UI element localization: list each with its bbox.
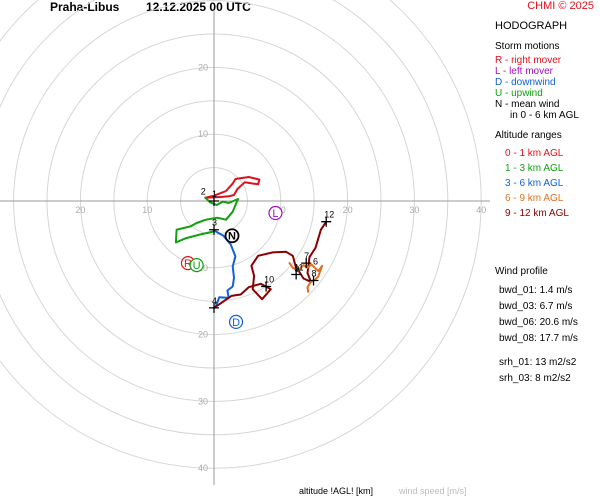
height-marker: [209, 302, 219, 313]
altitude-ranges-title: Altitude ranges: [495, 130, 562, 141]
storm-motion-label: N: [228, 231, 236, 243]
hodograph-segment: [288, 262, 324, 293]
legend-title: HODOGRAPH: [495, 20, 568, 32]
height-label: 4: [212, 296, 217, 306]
hodograph-plot: 20101020304020101020304013410117812296NL…: [0, 0, 490, 485]
y-tick-label: 30: [198, 396, 208, 406]
storm-item: U - upwind: [495, 88, 543, 99]
x-tick-label: 30: [409, 205, 419, 215]
hodograph-segment: [213, 220, 328, 309]
alt-item: 0 - 1 km AGL: [505, 148, 564, 159]
height-marker: [209, 196, 219, 206]
hodograph-segment: [204, 176, 261, 199]
copyright: CHMI © 2025: [527, 0, 594, 12]
storm-item: L - left mover: [495, 66, 553, 77]
storm-motion-label: U: [193, 260, 201, 272]
x-tick-label: 10: [142, 205, 152, 215]
height-label: 11: [294, 262, 303, 272]
srh-item: srh_01: 13 m2/s2: [499, 357, 577, 368]
height-label: 12: [324, 210, 334, 220]
speed-unit-label: wind speed [m/s]: [399, 486, 467, 496]
storm-motion-marker: [224, 228, 240, 244]
x-tick-label: 20: [75, 205, 85, 215]
hodograph-segment: [213, 230, 237, 309]
height-label: 2: [201, 186, 206, 196]
height-label: 1: [212, 189, 217, 199]
altitude-ranges-list: 0 - 1 km AGL 1 - 3 km AGL 3 - 6 km AGL 6 - …: [495, 148, 579, 219]
station-name: Praha-Libus: [50, 0, 120, 14]
height-marker: [291, 269, 302, 280]
alt-item: 9 - 12 km AGL: [505, 208, 569, 219]
height-marker: [308, 275, 319, 286]
altitude-unit-label: altitude !AGL! [km]: [299, 486, 374, 496]
alt-item: 3 - 6 km AGL: [505, 178, 564, 189]
srh-item: srh_03: 8 m2/s2: [499, 373, 571, 384]
height-label: 10: [264, 275, 274, 285]
height-marker: [321, 216, 332, 227]
hodograph-segment: [174, 196, 239, 244]
srh-list: srh_01: 13 m2/s2 srh_03: 8 m2/s2: [495, 357, 578, 384]
height-label: 3: [212, 218, 217, 228]
wind-item: bwd_03: 6.7 m/s: [499, 301, 573, 312]
alt-item: 6 - 9 km AGL: [505, 193, 564, 204]
storm-motion-marker: [228, 314, 244, 330]
y-tick-label: 20: [198, 62, 208, 72]
valid-datetime: 12.12.2025 00 UTC: [146, 0, 251, 14]
height-marker: [261, 281, 272, 292]
storm-motion-label: D: [232, 317, 240, 329]
storm-motion-label: R: [184, 258, 192, 270]
alt-item: 1 - 3 km AGL: [505, 163, 564, 174]
storm-motion-marker: [189, 258, 204, 273]
storm-note: in 0 - 6 km AGL: [510, 110, 579, 121]
legend-panel: HODOGRAPH Storm motions R - right mover L…: [495, 21, 579, 223]
height-marker: [209, 224, 219, 235]
storm-item: N - mean wind: [495, 99, 560, 110]
wind-profile-panel: Wind profile bwd_01: 1.4 m/s bwd_03: 6.7 …: [495, 266, 578, 389]
storm-item: R - right mover: [495, 55, 562, 66]
storm-motion-marker: [268, 205, 283, 221]
wind-item: bwd_08: 17.7 m/s: [499, 333, 578, 344]
storm-motions-list: R - right mover L - left mover D - downwin…: [495, 55, 579, 110]
y-tick-label: 20: [198, 330, 208, 340]
y-tick-label: 10: [198, 129, 208, 139]
wind-profile-title: Wind profile: [495, 266, 548, 277]
wind-item: bwd_01: 1.4 m/s: [499, 285, 573, 296]
wind-profile-list: bwd_01: 1.4 m/s bwd_03: 6.7 m/s bwd_06: 20…: [495, 285, 578, 344]
x-tick-label: 40: [476, 205, 486, 215]
height-label: 9: [294, 264, 299, 274]
height-label: 8: [312, 268, 317, 278]
wind-item: bwd_06: 20.6 m/s: [499, 317, 578, 328]
height-marker: [301, 258, 312, 269]
x-tick-label: 20: [343, 205, 353, 215]
storm-item: D - downwind: [495, 77, 556, 88]
storm-motions-title: Storm motions: [495, 41, 560, 52]
height-label: 7: [304, 251, 309, 261]
height-label: 6: [313, 256, 318, 266]
storm-motion-label: L: [272, 208, 278, 220]
y-tick-label: 40: [198, 463, 208, 473]
